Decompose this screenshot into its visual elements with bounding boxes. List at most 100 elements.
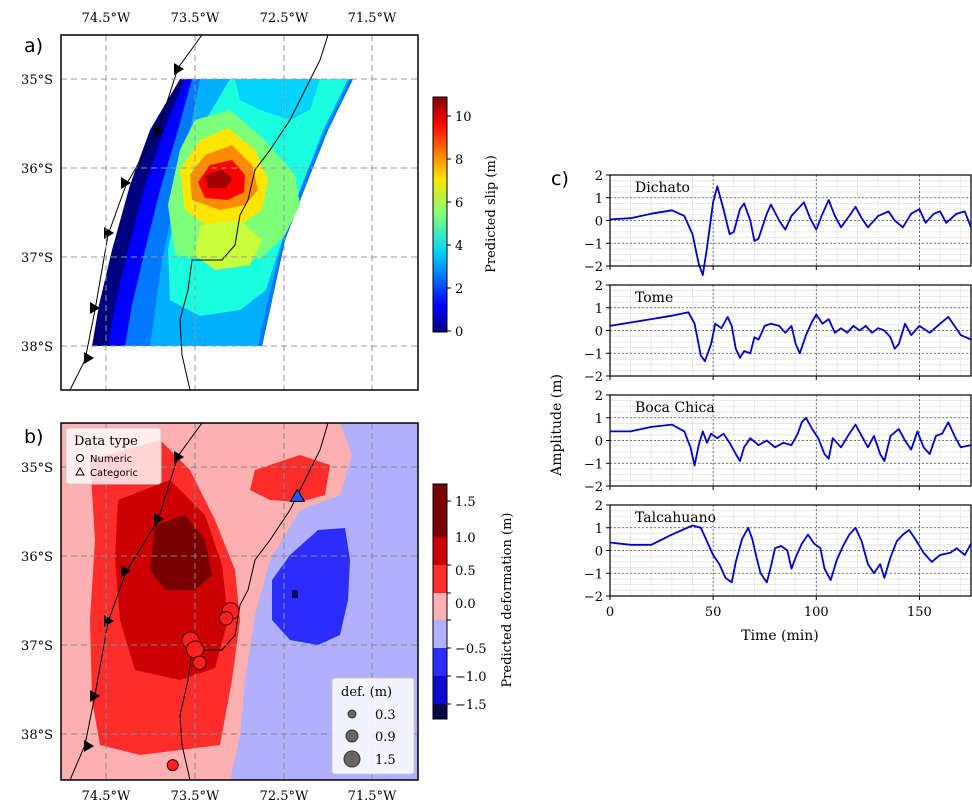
legend-data-type: Data type Numeric Categoric	[65, 427, 162, 485]
y-tick-label: 0	[595, 325, 603, 340]
colorbar-def-label: Predicted deformation (m)	[500, 513, 515, 688]
trench-triangle-icon	[90, 302, 100, 314]
subplot-talcahuano: Talcahuano 2 1 0 −1 −2	[584, 499, 972, 605]
y-tick-label: 1	[595, 412, 603, 427]
numeric-observation-point	[218, 611, 234, 626]
trench-triangle-icon	[174, 451, 184, 463]
colorbar-def-band	[433, 537, 447, 565]
colorbar-def-band	[433, 620, 447, 648]
y-tick-label: 0	[595, 545, 603, 560]
colorbar-slip-tick: 8	[455, 153, 463, 168]
panel-label-c: c)	[551, 168, 569, 190]
legend-def-value: 1.5	[375, 753, 396, 768]
deformation-band-maroon	[150, 515, 212, 590]
colorbar-def-tick: 1.5	[455, 495, 476, 510]
lon-tick-label: 74.5°W	[82, 11, 131, 26]
colorbar-def-band	[433, 704, 447, 719]
trench-triangle-icon	[154, 513, 164, 525]
y-tick-label: −2	[584, 590, 603, 605]
trench-line-a	[69, 35, 203, 390]
map-panel-a: 74.5°W 73.5°W 72.5°W 71.5°W 35°S 36°S 37…	[21, 11, 419, 391]
y-tick-label: 1	[595, 302, 603, 317]
legend-deformation-size: def. (m) 0.3 0.9 1.5	[331, 677, 415, 775]
legend-size-large-icon	[343, 750, 361, 768]
colorbar-slip-tick: 4	[455, 239, 463, 254]
colorbar-slip-tick: 10	[455, 110, 472, 125]
series-line-tome	[609, 311, 972, 363]
tide-gauge-panel: Dichato 2 1 0 −1 −2 Tome 2 1 0 −1 −2 Boca Chica 2 1 0 −1…	[584, 169, 972, 620]
colorbar-def-tick: −0.5	[455, 642, 487, 657]
y-tick-label: 1	[595, 192, 603, 207]
colorbar-def-band	[433, 676, 447, 704]
y-tick-label: 2	[595, 389, 603, 404]
y-tick-label: −2	[584, 370, 603, 385]
series-line-boca-chica	[610, 416, 972, 467]
legend-circle-icon	[76, 454, 84, 462]
lat-tick-label: 37°S	[21, 639, 53, 654]
colorbar-deformation-frame	[432, 483, 448, 720]
numeric-observation-point	[192, 655, 207, 670]
y-tick-label: −2	[584, 480, 603, 495]
y-tick-label: −1	[584, 457, 603, 472]
colorbar-slip-gradient	[432, 96, 448, 333]
y-tick-label: 0	[595, 435, 603, 450]
colorbar-def-tick: 0.5	[455, 564, 476, 579]
lon-tick-label: 72.5°W	[260, 789, 309, 804]
trench-triangle-icon	[84, 352, 94, 364]
subplot-tome: Tome 2 1 0 −1 −2	[584, 279, 972, 385]
categoric-observation-point	[289, 488, 306, 502]
lat-tick-label: 37°S	[21, 251, 53, 266]
series-line-dichato	[609, 185, 972, 276]
colorbar-def-band	[433, 593, 447, 620]
colorbar-slip-tick: 6	[455, 196, 463, 211]
lon-tick-label: 71.5°W	[348, 789, 397, 804]
lon-tick-label: 73.5°W	[171, 11, 220, 26]
coastline-b	[179, 423, 329, 780]
trench-triangle-icon	[154, 125, 164, 137]
lon-tick-label: 73.5°W	[171, 789, 220, 804]
y-tick-label: 1	[595, 522, 603, 537]
colorbar-deformation: −1.5 −1.0 −0.5 0.0 0.5 1.0 1.5 Predicted…	[432, 483, 515, 720]
trench-triangle-icon	[84, 740, 94, 752]
map-b-frame	[60, 422, 419, 781]
lon-tick-label: 72.5°W	[260, 11, 309, 26]
lat-tick-label: 36°S	[21, 162, 53, 177]
subplot-dichato: Dichato 2 1 0 −1 −2	[584, 169, 972, 276]
x-tick-label: 100	[804, 605, 829, 620]
station-name: Tome	[635, 290, 673, 306]
colorbar-slip-label: Predicted slip (m)	[484, 155, 499, 273]
lat-tick-label: 38°S	[21, 728, 53, 743]
slip-field	[92, 79, 353, 346]
panel-label-b: b)	[24, 426, 43, 448]
y-tick-label: −1	[584, 347, 603, 362]
y-axis-label: Amplitude (m)	[549, 374, 565, 477]
lon-tick-label: 71.5°W	[348, 11, 397, 26]
y-tick-label: −2	[584, 260, 603, 275]
slip-layer-9	[205, 170, 232, 188]
legend-numeric-label: Numeric	[90, 454, 132, 465]
legend-size-small-icon	[347, 709, 357, 719]
station-name: Dichato	[635, 180, 690, 196]
y-tick-label: −1	[584, 237, 603, 252]
legend-def-value: 0.9	[375, 730, 396, 745]
legend-triangle-icon	[75, 466, 85, 476]
lat-tick-label: 35°S	[21, 461, 53, 476]
trench-triangle-icon	[90, 690, 100, 702]
x-axis-label: Time (min)	[741, 628, 819, 644]
y-tick-label: 2	[595, 169, 603, 184]
x-tick-label: 0	[606, 605, 614, 620]
legend-categoric-label: Categoric	[90, 468, 138, 479]
subplot-boca-chica: Boca Chica 2 1 0 −1 −2	[584, 389, 972, 495]
trench-triangle-icon	[121, 565, 131, 577]
legend-size-medium-icon	[345, 729, 359, 743]
panel-label-a: a)	[24, 35, 43, 57]
colorbar-slip: 0 2 4 6 8 10 Predicted slip (m)	[432, 96, 499, 340]
legend-def-value: 0.3	[375, 708, 396, 723]
colorbar-def-tick: 1.0	[455, 531, 476, 546]
y-tick-label: 2	[595, 279, 603, 294]
colorbar-def-tick: −1.0	[455, 670, 487, 685]
colorbar-slip-tick: 0	[455, 325, 463, 340]
map-a-frame	[60, 34, 419, 391]
deformation-band-red-north	[250, 455, 330, 502]
coastline-a	[179, 35, 329, 390]
